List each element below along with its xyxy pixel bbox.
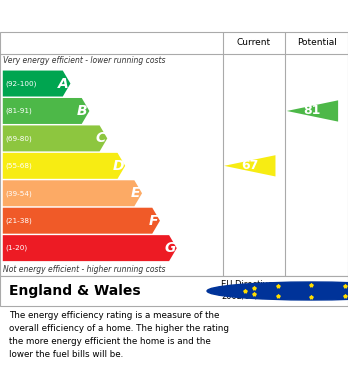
Polygon shape bbox=[3, 208, 160, 234]
Text: Potential: Potential bbox=[297, 38, 337, 47]
Text: 67: 67 bbox=[241, 160, 259, 172]
Text: 81: 81 bbox=[304, 104, 321, 117]
Circle shape bbox=[207, 282, 348, 300]
Polygon shape bbox=[3, 180, 142, 206]
Text: (21-38): (21-38) bbox=[6, 217, 32, 224]
Text: D: D bbox=[112, 159, 124, 173]
Text: (39-54): (39-54) bbox=[6, 190, 32, 197]
Text: EU Directive
2002/91/EC: EU Directive 2002/91/EC bbox=[221, 280, 273, 301]
Text: The energy efficiency rating is a measure of the
overall efficiency of a home. T: The energy efficiency rating is a measur… bbox=[9, 311, 229, 359]
Polygon shape bbox=[3, 70, 70, 97]
Text: (69-80): (69-80) bbox=[6, 135, 32, 142]
Text: (55-68): (55-68) bbox=[6, 163, 32, 169]
Text: G: G bbox=[164, 241, 175, 255]
Text: E: E bbox=[130, 186, 140, 200]
Polygon shape bbox=[3, 126, 107, 151]
Text: Current: Current bbox=[237, 38, 271, 47]
Text: B: B bbox=[77, 104, 88, 118]
Text: Energy Efficiency Rating: Energy Efficiency Rating bbox=[9, 9, 230, 23]
Text: England & Wales: England & Wales bbox=[9, 284, 140, 298]
Polygon shape bbox=[3, 98, 89, 124]
Text: (81-91): (81-91) bbox=[6, 108, 32, 114]
Text: C: C bbox=[95, 131, 105, 145]
Polygon shape bbox=[3, 153, 125, 179]
Text: Not energy efficient - higher running costs: Not energy efficient - higher running co… bbox=[3, 265, 165, 274]
Polygon shape bbox=[224, 155, 276, 176]
Text: (1-20): (1-20) bbox=[6, 245, 28, 251]
Text: Very energy efficient - lower running costs: Very energy efficient - lower running co… bbox=[3, 56, 165, 65]
Polygon shape bbox=[3, 235, 177, 261]
Polygon shape bbox=[287, 100, 338, 122]
Text: F: F bbox=[148, 214, 158, 228]
Text: (92-100): (92-100) bbox=[6, 80, 37, 87]
Text: A: A bbox=[58, 77, 69, 91]
